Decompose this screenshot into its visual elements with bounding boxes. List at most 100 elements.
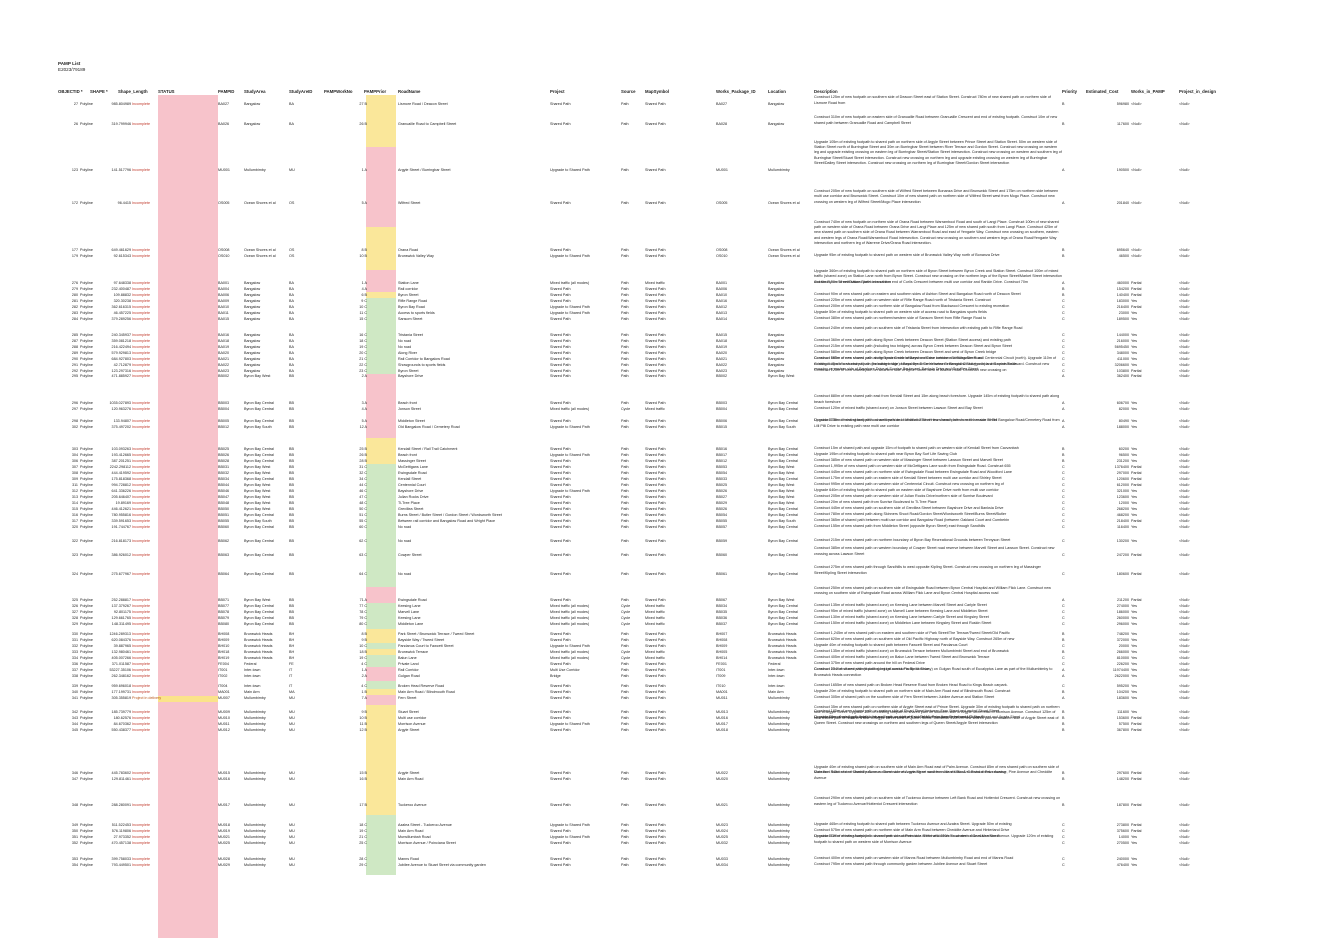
column-header-project[interactable]: Project xyxy=(550,89,565,94)
cell-objectid[interactable]: 291 xyxy=(71,363,78,367)
cell-objectid[interactable]: 323 xyxy=(71,553,78,557)
cell-objectid[interactable]: 341 xyxy=(71,696,78,700)
cell-objectid[interactable]: 315 xyxy=(71,507,78,511)
cell-prior: 63 C xyxy=(359,553,367,557)
column-header-description[interactable]: Description xyxy=(814,89,838,94)
cell-objectid[interactable]: 344 xyxy=(71,722,78,726)
cell-objectid[interactable]: 282 xyxy=(71,305,78,309)
column-header-location[interactable]: Location xyxy=(768,89,786,94)
cell-objectid[interactable]: 281 xyxy=(71,299,78,303)
cell-objectid[interactable]: 283 xyxy=(71,311,78,315)
column-header-inpamp[interactable]: Works_in_PAMP xyxy=(1131,89,1165,94)
cell-objectid[interactable]: 307 xyxy=(71,465,78,469)
cell-objectid[interactable]: 26 xyxy=(73,122,78,126)
cell-objectid[interactable]: 352 xyxy=(71,841,78,845)
column-header-priority[interactable]: Priority xyxy=(1062,89,1078,94)
cell-objectid[interactable]: 309 xyxy=(71,477,78,481)
cell-objectid[interactable]: 324 xyxy=(71,572,78,576)
cell-objectid[interactable]: 343 xyxy=(71,716,78,720)
cell-objectid[interactable]: 322 xyxy=(71,539,78,543)
column-header-area[interactable]: StudyArea xyxy=(244,89,266,94)
column-header-pkg[interactable]: Works_Package_ID xyxy=(716,89,756,94)
cell-objectid[interactable]: 288 xyxy=(71,345,78,349)
cell-objectid[interactable]: 348 xyxy=(71,803,78,807)
column-header-cost[interactable]: Estimated_Cost xyxy=(1086,89,1119,94)
column-header-length[interactable]: Shape_Length xyxy=(118,89,148,94)
cell-objectid[interactable]: 342 xyxy=(71,710,78,714)
cell-objectid[interactable]: 280 xyxy=(71,293,78,297)
cell-objectid[interactable]: 27 xyxy=(73,102,78,106)
cell-objectid[interactable]: 351 xyxy=(71,835,78,839)
cell-objectid[interactable]: 314 xyxy=(71,501,78,505)
cell-objectid[interactable]: 339 xyxy=(71,684,78,688)
column-header-workno[interactable]: PAMPWorkNo xyxy=(324,89,353,94)
cell-source: Path xyxy=(621,459,629,463)
cell-objectid[interactable]: 327 xyxy=(71,610,78,614)
cell-objectid[interactable]: 304 xyxy=(71,453,78,457)
cell-objectid[interactable]: 297 xyxy=(71,407,78,411)
cell-objectid[interactable]: 333 xyxy=(71,650,78,654)
cell-objectid[interactable]: 329 xyxy=(71,622,78,626)
cell-objectid[interactable]: 346 xyxy=(71,771,78,775)
column-header-symbol[interactable]: MapSymbol xyxy=(645,89,670,94)
cell-objectid[interactable]: 332 xyxy=(71,644,78,648)
cell-objectid[interactable]: 325 xyxy=(71,598,78,602)
cell-objectid[interactable]: 276 xyxy=(71,281,78,285)
cell-objectid[interactable]: 338 xyxy=(71,674,78,678)
cell-project: Shared Path xyxy=(550,351,571,355)
cell-objectid[interactable]: 331 xyxy=(71,638,78,642)
cell-objectid[interactable]: 311 xyxy=(72,483,78,487)
cell-objectid[interactable]: 312 xyxy=(71,489,78,493)
column-header-prior[interactable]: PAMPPrior xyxy=(364,89,387,94)
cell-objectid[interactable]: 334 xyxy=(71,656,78,660)
cell-objectid[interactable]: 303 xyxy=(71,447,78,451)
cell-prior: 47 C xyxy=(359,495,367,499)
cell-objectid[interactable]: 284 xyxy=(71,317,78,321)
cell-objectid[interactable]: 279 xyxy=(71,287,78,291)
cell-project: Shared Path xyxy=(550,419,571,423)
column-header-areaid[interactable]: StudyAreID xyxy=(289,89,313,94)
cell-objectid[interactable]: 179 xyxy=(71,254,78,258)
column-header-road[interactable]: RoadName xyxy=(398,89,421,94)
cell-objectid[interactable]: 317 xyxy=(71,519,78,523)
column-header-source[interactable]: Source xyxy=(621,89,636,94)
column-header-objectid[interactable]: OBJECTID * xyxy=(58,89,83,94)
cell-objectid[interactable]: 354 xyxy=(71,863,78,867)
cell-objectid[interactable]: 285 xyxy=(71,333,78,337)
cell-objectid[interactable]: 316 xyxy=(71,513,78,517)
cell-objectid[interactable]: 287 xyxy=(71,339,78,343)
cell-objectid[interactable]: 349 xyxy=(71,823,78,827)
cell-objectid[interactable]: 295 xyxy=(71,374,78,378)
cell-pampid: BB028 xyxy=(218,459,230,463)
cell-road: Tuckeroo Avenue xyxy=(398,803,427,807)
cell-objectid[interactable]: 308 xyxy=(71,471,78,475)
cell-objectid[interactable]: 296 xyxy=(71,401,78,405)
cell-objectid[interactable]: 350 xyxy=(71,829,78,833)
cell-objectid[interactable]: 330 xyxy=(71,632,78,636)
cell-objectid[interactable]: 320 xyxy=(71,525,78,529)
cell-objectid[interactable]: 123 xyxy=(71,168,78,172)
column-header-status[interactable]: STATUS xyxy=(158,89,175,94)
cell-objectid[interactable]: 345 xyxy=(71,728,78,732)
column-header-design[interactable]: Project_in_design xyxy=(1179,89,1217,94)
cell-objectid[interactable]: 289 xyxy=(71,351,78,355)
cell-objectid[interactable]: 347 xyxy=(71,777,78,781)
cell-objectid[interactable]: 292 xyxy=(71,369,78,373)
cell-objectid[interactable]: 177 xyxy=(71,248,78,252)
cell-objectid[interactable]: 298 xyxy=(71,419,78,423)
cell-objectid[interactable]: 337 xyxy=(71,668,78,672)
cell-objectid[interactable]: 336 xyxy=(71,662,78,666)
column-header-shape[interactable]: SHAPE * xyxy=(90,89,108,94)
cell-objectid[interactable]: 302 xyxy=(71,425,78,429)
cell-objectid[interactable]: 290 xyxy=(71,357,78,361)
cell-objectid[interactable]: 313 xyxy=(71,495,78,499)
cell-objectid[interactable]: 328 xyxy=(71,616,78,620)
cell-objectid[interactable]: 172 xyxy=(71,201,78,205)
cell-area: Byron Bay Central xyxy=(244,477,274,481)
column-header-pampid[interactable]: PAMPID xyxy=(218,89,235,94)
cell-objectid[interactable]: 340 xyxy=(71,690,78,694)
cell-objectid[interactable]: 306 xyxy=(71,459,78,463)
cell-objectid[interactable]: 353 xyxy=(71,857,78,861)
cell-description: Construct 125m of new footpath on southe… xyxy=(814,95,1051,105)
cell-objectid[interactable]: 326 xyxy=(71,604,78,608)
